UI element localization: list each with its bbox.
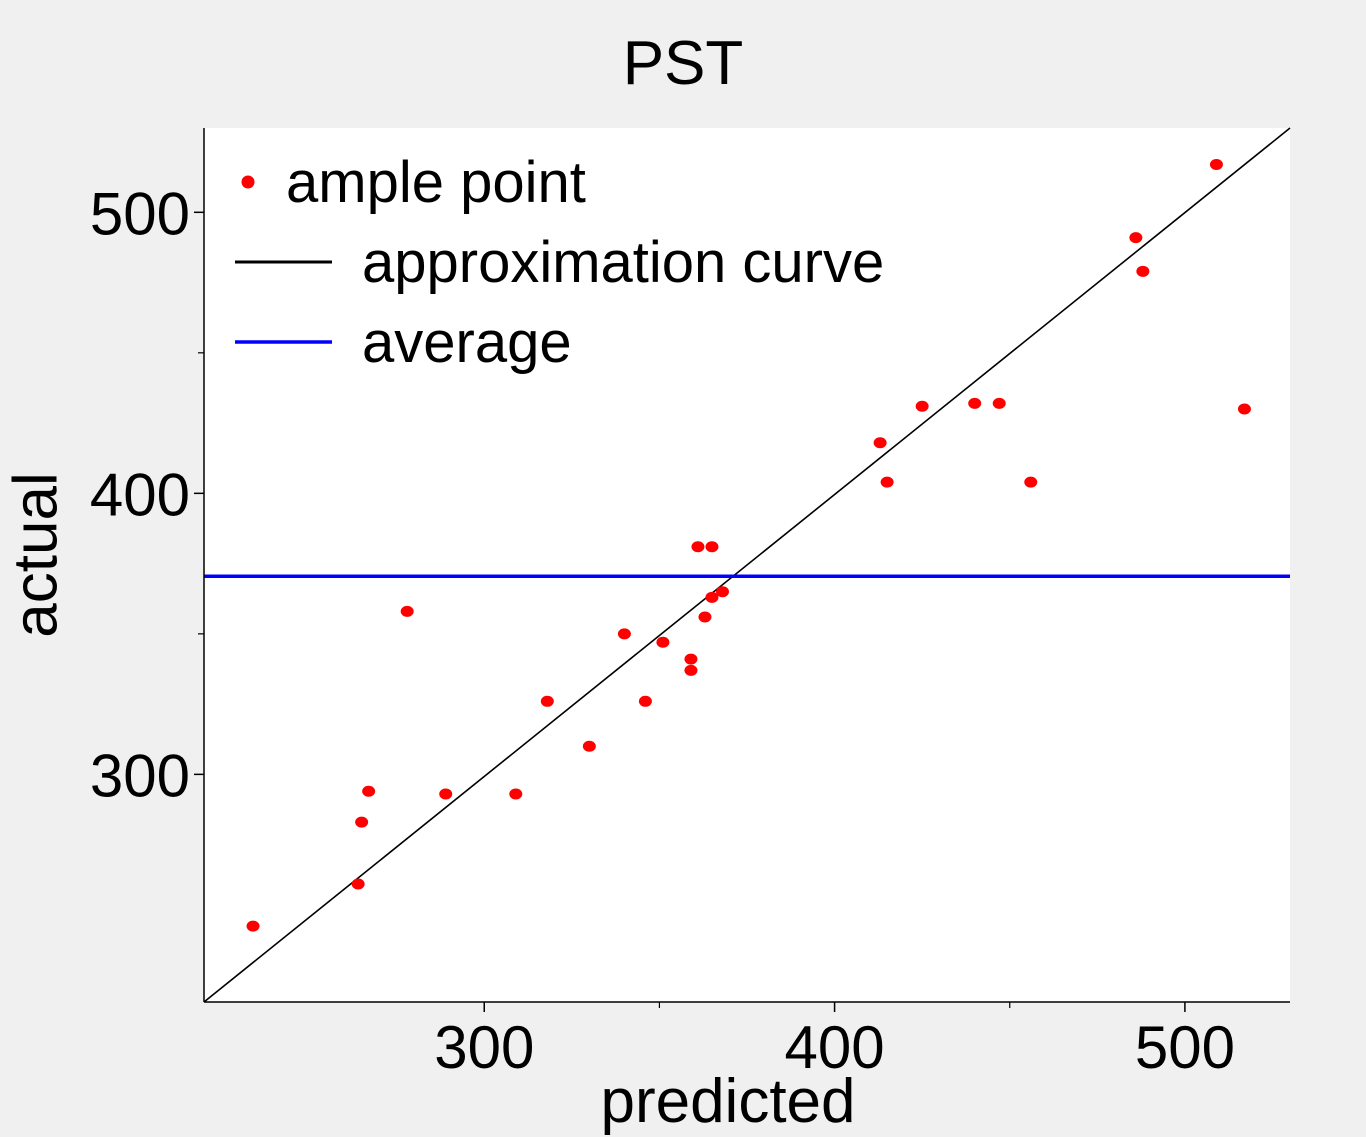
y-tick-label: 500 (90, 180, 190, 247)
data-point (509, 788, 523, 800)
chart-title: PST (622, 29, 744, 98)
legend-label: approximation curve (362, 230, 884, 295)
data-point (698, 611, 712, 623)
legend-label: average (362, 310, 572, 375)
data-point (705, 591, 719, 603)
data-point (1129, 232, 1143, 244)
data-point (915, 400, 929, 412)
data-point (715, 586, 729, 598)
y-tick-label: 400 (90, 461, 190, 528)
legend-marker-point (241, 175, 255, 189)
data-point (705, 541, 719, 553)
x-tick-label: 300 (434, 1014, 534, 1081)
data-point (873, 437, 887, 449)
y-tick-label: 300 (90, 742, 190, 809)
data-point (1024, 476, 1038, 488)
data-point (684, 664, 698, 676)
data-point (246, 920, 260, 932)
data-point (656, 636, 670, 648)
data-point (691, 541, 705, 553)
data-point (617, 628, 631, 640)
data-point (638, 695, 652, 707)
data-point (1209, 159, 1223, 171)
y-axis-label: actual (1, 472, 71, 638)
data-point (355, 816, 369, 828)
data-point (684, 653, 698, 665)
data-point (540, 695, 554, 707)
x-axis-label: predicted (600, 1067, 856, 1136)
data-point (880, 476, 894, 488)
data-point (400, 605, 414, 617)
data-point (1136, 265, 1150, 277)
approximation-curve-line (203, 127, 1291, 1003)
x-tick-label: 500 (1135, 1014, 1235, 1081)
data-point (1237, 403, 1251, 415)
x-tick-label: 400 (785, 1014, 885, 1081)
data-point (968, 397, 982, 409)
legend-label: ample point (286, 150, 586, 215)
data-point (362, 785, 376, 797)
data-point (582, 740, 596, 752)
data-point (439, 788, 453, 800)
data-point (351, 878, 365, 890)
data-point (992, 397, 1006, 409)
